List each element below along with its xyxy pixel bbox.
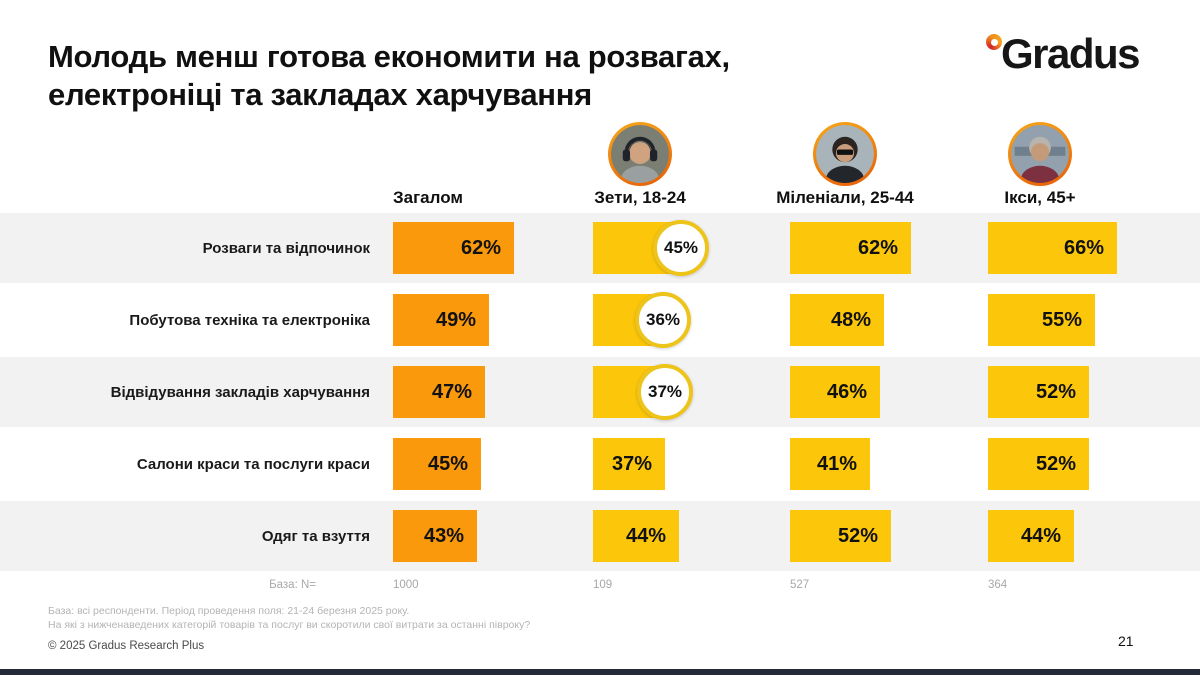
footnote-line2: На які з нижченаведених категорій товарі… (48, 619, 531, 631)
bar: 46% (790, 366, 880, 418)
gen-z-avatar (608, 122, 672, 186)
bar: 43% (393, 510, 477, 562)
base-n-gen-z: 109 (593, 579, 613, 591)
footnote-line1: База: всі респонденти. Період проведення… (48, 605, 410, 617)
millennial-avatar (813, 122, 877, 186)
bar-value: 36% (645, 310, 681, 329)
millennial-avatar-image (816, 125, 874, 183)
page-title-line2: електроніці та закладах харчування (48, 77, 592, 112)
base-row: База: N= 1000 109 527 364 (0, 576, 1200, 596)
chart-row: Розваги та відпочинок 62% 45% 62% 66% (0, 213, 1200, 283)
chart-row: Одяг та взуття 43% 44% 52% 44% (0, 501, 1200, 571)
bar-value: 46% (826, 380, 867, 403)
highlight-badge: 37% (637, 364, 693, 420)
bar: 62% (393, 222, 514, 274)
copyright: © 2025 Gradus Research Plus (48, 640, 205, 652)
highlight-badge: 36% (635, 292, 691, 348)
gradus-logo-text: Gradus (1001, 30, 1141, 77)
bar: 52% (790, 510, 891, 562)
category-label: Розваги та відпочинок (202, 239, 370, 257)
bar-value: 45% (663, 238, 699, 257)
bar-value: 48% (830, 308, 871, 331)
bar-value: 62% (857, 236, 898, 259)
column-header-zagalom: Загалом (393, 188, 463, 207)
gradus-degree-icon (986, 34, 1002, 50)
bar: 52% (988, 438, 1089, 490)
page-number: 21 (1118, 633, 1134, 649)
gen-z-avatar-image (611, 125, 669, 183)
bar: 37% (593, 438, 665, 490)
column-header-millennials: Міленіали, 25-44 (776, 188, 914, 207)
gen-x-avatar (1008, 122, 1072, 186)
category-label: Побутова техніка та електроніка (129, 311, 370, 329)
page-title-line1: Молодь менш готова економити на розвагах… (48, 39, 730, 74)
bar-value: 43% (423, 524, 464, 547)
gradus-logo: Gradus (986, 28, 1166, 84)
bar-value: 55% (1041, 308, 1082, 331)
page-title: Молодь менш готова економити на розвагах… (48, 38, 730, 114)
bar: 47% (393, 366, 485, 418)
bar-value: 47% (431, 380, 472, 403)
bar-value: 44% (1020, 524, 1061, 547)
base-n-millennials: 527 (790, 579, 810, 591)
category-label: Відвідування закладів харчування (110, 383, 370, 401)
chart-row: Салони краси та послуги краси 45% 37% 41% 52… (0, 429, 1200, 499)
bar-value: 37% (611, 452, 652, 475)
gradus-degree-icon-hole (990, 38, 998, 46)
bar: 52% (988, 366, 1089, 418)
bar: 44% (593, 510, 679, 562)
bar: 41% (790, 438, 870, 490)
footer-bar (0, 669, 1200, 675)
bar-value: 37% (647, 382, 683, 401)
highlight-badge: 45% (653, 220, 709, 276)
column-header-gen-z: Зети, 18-24 (594, 188, 686, 207)
bar: 55% (988, 294, 1095, 346)
bar: 66% (988, 222, 1117, 274)
bar: 44% (988, 510, 1074, 562)
base-n-gen-x: 364 (988, 579, 1008, 591)
bar: 49% (393, 294, 489, 346)
chart-row: Побутова техніка та електроніка 49% 36% 48%… (0, 285, 1200, 355)
bar-value: 52% (1035, 380, 1076, 403)
gen-x-avatar-image (1011, 125, 1069, 183)
category-label: Салони краси та послуги краси (136, 455, 370, 473)
bar-value: 44% (625, 524, 666, 547)
bar-value: 49% (435, 308, 476, 331)
bar: 48% (790, 294, 884, 346)
footnotes: База: всі респонденти. Період проведення… (48, 604, 530, 632)
bar: 45% (393, 438, 481, 490)
bar-value: 45% (427, 452, 468, 475)
chart-row: Відвідування закладів харчування 47% 37% 46… (0, 357, 1200, 427)
bar: 62% (790, 222, 911, 274)
bar-value: 66% (1063, 236, 1104, 259)
category-label: Одяг та взуття (261, 527, 370, 545)
base-label: База: N= (269, 579, 316, 591)
bar-value: 41% (816, 452, 857, 475)
column-header-gen-x: Ікси, 45+ (1004, 188, 1076, 207)
bar-value: 52% (837, 524, 878, 547)
base-n-zagalom: 1000 (393, 579, 419, 591)
bar-value: 62% (460, 236, 501, 259)
bar-value: 52% (1035, 452, 1076, 475)
